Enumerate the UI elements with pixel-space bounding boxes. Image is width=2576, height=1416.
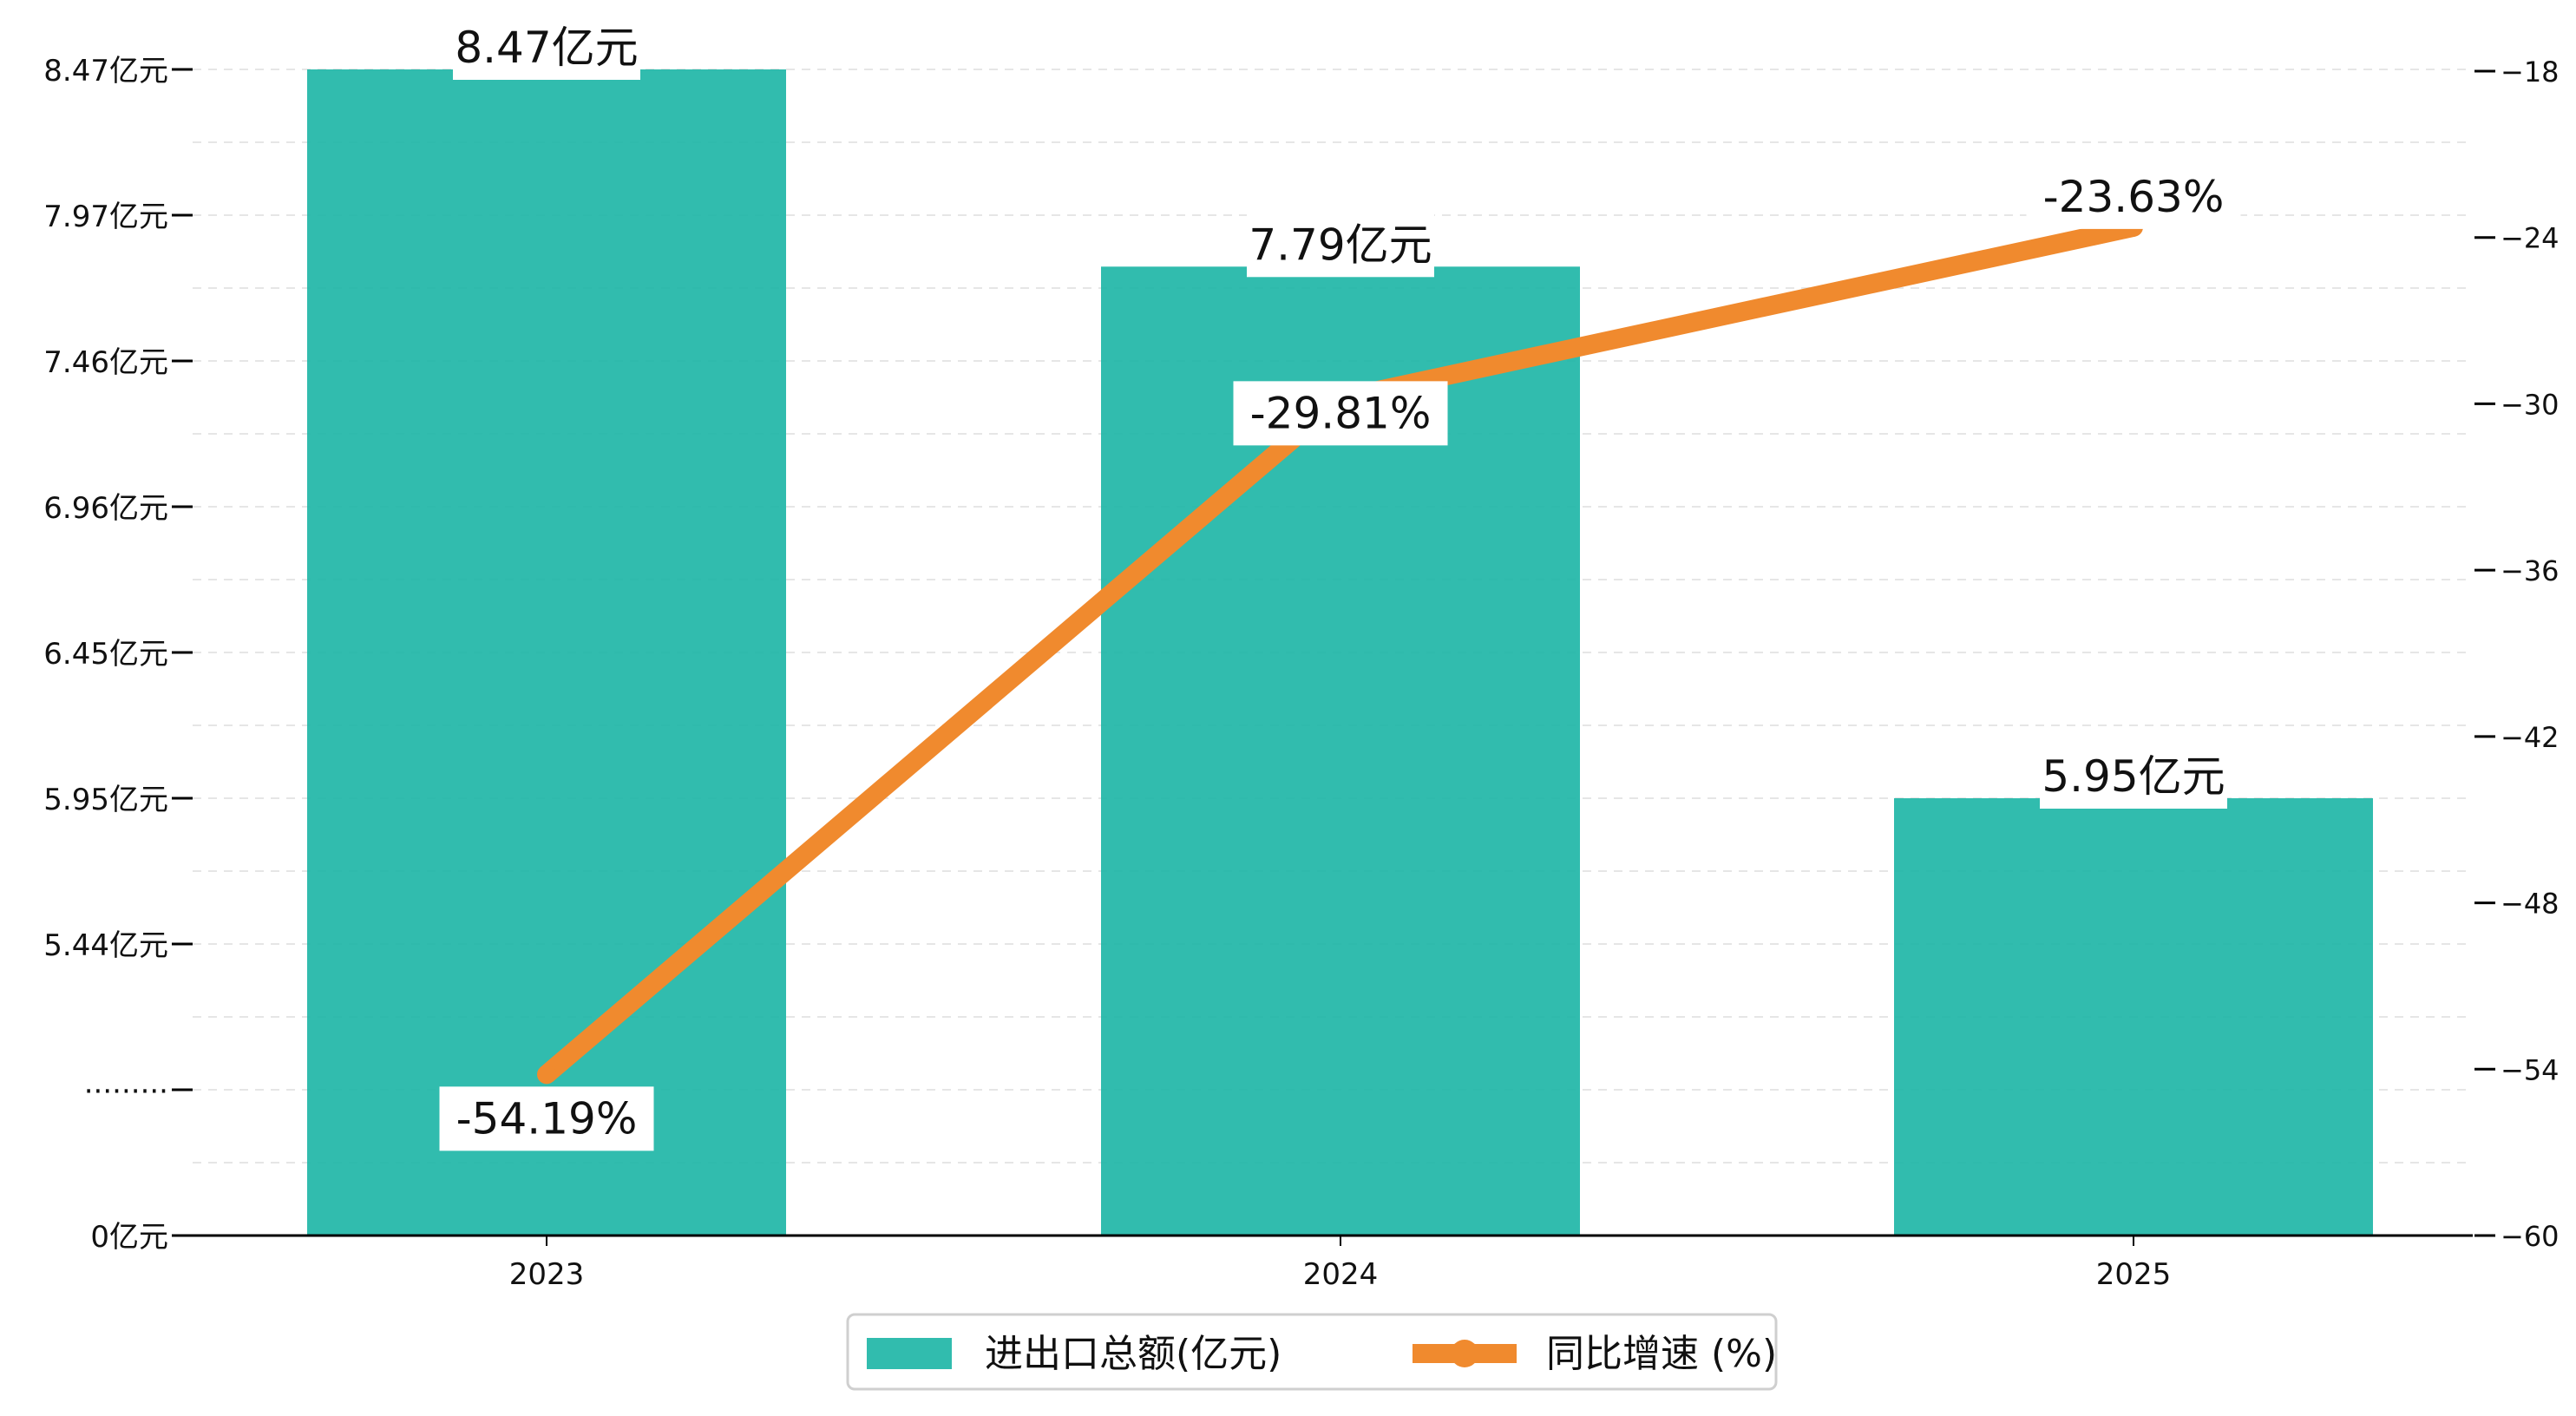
right-tick-label: −42 (2501, 721, 2560, 754)
right-tick-label: −60 (2501, 1220, 2560, 1253)
legend-swatch-marker (1451, 1340, 1478, 1367)
line-value-label-2025: -23.63% (2043, 172, 2225, 222)
bar-value-label-2023: 8.47亿元 (455, 23, 638, 73)
right-tick-label: −24 (2501, 222, 2560, 255)
left-tick-label: 7.97亿元 (43, 200, 168, 234)
bar-value-label-2025: 5.95亿元 (2042, 751, 2225, 802)
left-axis: 0亿元 ········· 5.44亿元 5.95亿元 6.45亿元 6.96亿元 7.46… (43, 54, 193, 1255)
left-tick-label: 6.96亿元 (43, 491, 168, 526)
line-value-label-2024: -29.81% (1250, 388, 1432, 438)
line-point-2023 (537, 1065, 556, 1085)
line-value-label-2023-box (439, 1086, 654, 1151)
right-tick-label: −54 (2501, 1053, 2560, 1086)
x-axis: 2023 2024 2025 (509, 1236, 2172, 1292)
right-tick-label: −30 (2501, 388, 2560, 421)
bar-value-label-2024-box (1247, 213, 1434, 278)
right-axis: −18 −24 −30 −36 −42 −48 −54 −60 (2474, 56, 2560, 1253)
bar-value-label-2023-box (453, 16, 640, 80)
legend-label-line: 同比增速 (%) (1546, 1332, 1777, 1376)
x-tick-label: 2025 (2096, 1257, 2172, 1292)
left-tick-label: 7.46亿元 (43, 345, 168, 380)
right-tick-label: −36 (2501, 554, 2560, 587)
right-tick-label: −18 (2501, 56, 2560, 88)
bar-2025 (1894, 798, 2373, 1236)
left-tick-label: 5.44亿元 (43, 928, 168, 963)
legend: 进出口总额(亿元) 同比增速 (%) (846, 1313, 1778, 1391)
legend-swatch-bar (867, 1338, 952, 1369)
left-tick-label: 0亿元 (90, 1220, 168, 1255)
bar-value-label-2024: 7.79亿元 (1249, 220, 1432, 270)
left-tick-label: 8.47亿元 (43, 54, 168, 88)
bar-value-label-2025-box (2040, 744, 2227, 809)
bar-2023 (307, 69, 786, 1236)
line-value-label-2025-box (2026, 164, 2241, 229)
data-labels: 8.47亿元 7.79亿元 5.95亿元 -54.19% -29.81% -23.63% (439, 16, 2241, 1151)
left-tick-label: 6.45亿元 (43, 637, 168, 672)
right-tick-label: −48 (2501, 888, 2560, 921)
line-value-label-2024-box (1233, 381, 1448, 446)
line-value-label-2023: -54.19% (456, 1093, 638, 1144)
x-tick-label: 2024 (1303, 1257, 1379, 1292)
legend-frame (846, 1313, 1778, 1391)
left-tick-label: 5.95亿元 (43, 783, 168, 817)
x-tick-label: 2023 (509, 1257, 585, 1292)
legend-label-bar: 进出口总额(亿元) (985, 1332, 1281, 1376)
left-tick-label: ········· (84, 1074, 168, 1109)
